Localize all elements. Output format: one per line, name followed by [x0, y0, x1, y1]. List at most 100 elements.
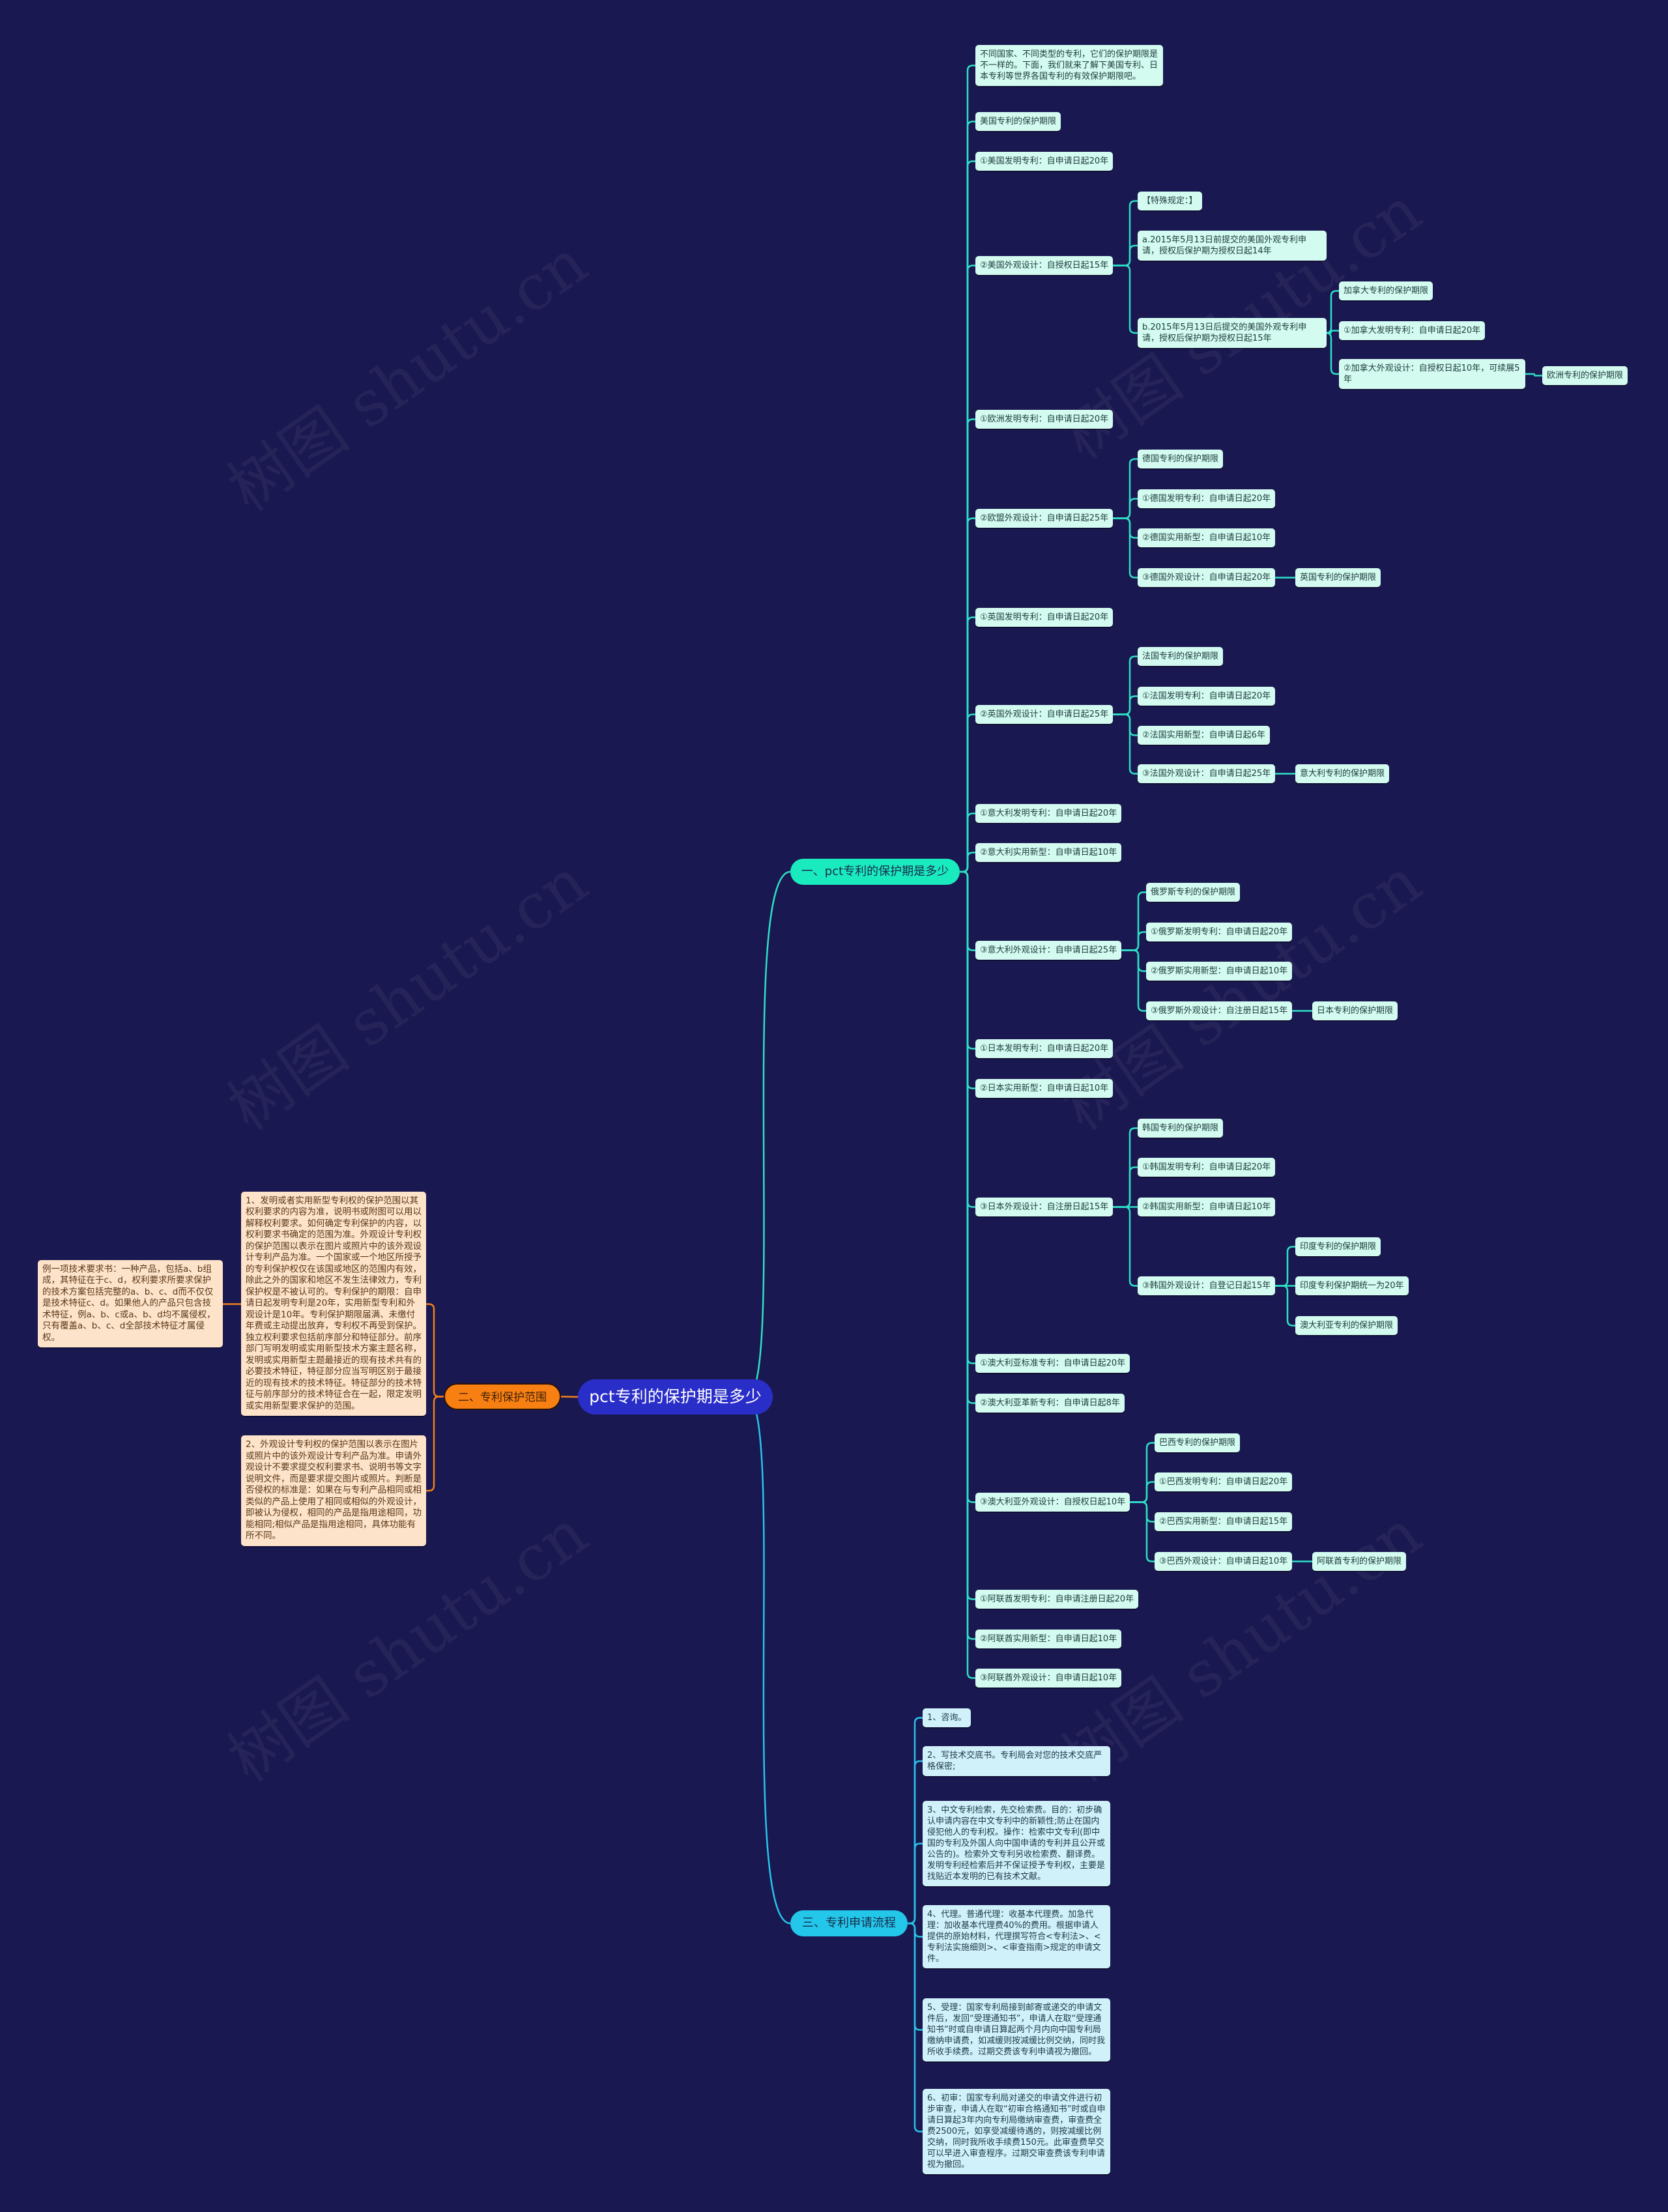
patent-term-node[interactable]: 日本专利的保护期限 — [1312, 1001, 1398, 1020]
patent-term-node[interactable]: a.2015年5月13日前提交的美国外观专利申请，授权后保护期为授权日起14年 — [1138, 231, 1327, 261]
patent-term-node[interactable]: ②澳大利亚革新专利：自申请日起8年 — [975, 1393, 1125, 1413]
patent-term-node[interactable]: 德国专利的保护期限 — [1138, 449, 1224, 468]
patent-term-node[interactable]: ①韩国发明专利：自申请日起20年 — [1138, 1157, 1276, 1177]
patent-term-node[interactable]: ②英国外观设计：自申请日起25年 — [975, 704, 1114, 724]
patent-term-node[interactable]: ②阿联酋实用新型：自申请日起10年 — [975, 1629, 1122, 1648]
patent-term-node[interactable]: 印度专利保护期统一为20年 — [1295, 1276, 1409, 1295]
patent-term-node[interactable]: ①美国发明专利：自申请日起20年 — [975, 151, 1114, 171]
connector-line — [1130, 1442, 1155, 1503]
connector-line — [1113, 1206, 1138, 1287]
patent-term-node[interactable]: ③韩国外观设计：自登记日起15年 — [1138, 1276, 1276, 1295]
patent-term-node[interactable]: ②德国实用新型：自申请日起10年 — [1138, 528, 1276, 547]
patent-term-node[interactable]: 美国专利的保护期限 — [975, 111, 1061, 131]
connector-line — [960, 852, 975, 873]
connector-line — [426, 1396, 444, 1492]
connector-line — [1113, 517, 1138, 579]
patent-term-node[interactable]: ①阿联酋发明专利：自申请注册日起20年 — [975, 1589, 1139, 1609]
connector-line — [908, 1922, 923, 2133]
patent-term-node[interactable]: 阿联酋专利的保护期限 — [1312, 1551, 1407, 1571]
patent-term-node[interactable]: ①巴西发明专利：自申请日起20年 — [1155, 1472, 1293, 1491]
patent-term-node[interactable]: 澳大利亚专利的保护期限 — [1295, 1315, 1398, 1335]
process-step-node[interactable]: 6、初审：国家专利局对递交的申请文件进行初步审查，申请人在取“初审合格通知书”时… — [923, 2088, 1110, 2174]
scope-note-node[interactable]: 2、外观设计专利权的保护范围以表示在图片或照片中的该外观设计专利产品为准。申请外… — [241, 1435, 426, 1546]
patent-term-node[interactable]: ③意大利外观设计：自申请日起25年 — [975, 940, 1122, 960]
connector-line — [1325, 290, 1339, 334]
branch-protection-scope[interactable]: 二、专利保护范围 — [444, 1383, 561, 1410]
patent-term-node[interactable]: 法国专利的保护期限 — [1138, 646, 1224, 666]
patent-term-node[interactable]: 意大利专利的保护期限 — [1295, 764, 1390, 783]
patent-term-node[interactable]: ③巴西外观设计：自申请日起10年 — [1155, 1551, 1293, 1571]
connector-line — [1113, 244, 1138, 266]
patent-term-node[interactable]: ①日本发明专利：自申请日起20年 — [975, 1039, 1114, 1058]
connector-line — [1130, 1501, 1155, 1523]
process-step-node[interactable]: 4、代理。普通代理：收基本代理费。加急代理：加收基本代理费40%的费用。根据申请… — [923, 1904, 1110, 1968]
connector-line — [1275, 1246, 1295, 1287]
root-topic[interactable]: pct专利的保护期是多少 — [578, 1379, 773, 1415]
process-step-node[interactable]: 3、中文专利检索，先交检索费。目的：初步确认申请内容在中文专利中的新颖性;防止在… — [923, 1800, 1110, 1886]
connector-line — [1113, 200, 1138, 266]
patent-term-node[interactable]: ②韩国实用新型：自申请日起10年 — [1138, 1197, 1276, 1216]
process-step-node[interactable]: 1、咨询。 — [923, 1708, 971, 1727]
patent-term-node[interactable]: ②意大利实用新型：自申请日起10年 — [975, 842, 1122, 862]
patent-term-node[interactable]: b.2015年5月13日后提交的美国外观专利申请，授权后保护期为授权日起15年 — [1138, 318, 1327, 348]
patent-term-node[interactable]: 不同国家、不同类型的专利，它们的保护期限是不一样的。下面，我们就来了解下美国专利… — [975, 44, 1163, 86]
patent-term-node[interactable]: 巴西专利的保护期限 — [1155, 1433, 1241, 1452]
connector-line — [960, 870, 975, 1679]
patent-term-node[interactable]: ②日本实用新型：自申请日起10年 — [975, 1078, 1114, 1098]
connector-line — [1113, 713, 1138, 736]
patent-term-node[interactable]: 欧洲专利的保护期限 — [1542, 366, 1628, 385]
branch-application-process[interactable]: 三、专利申请流程 — [790, 1910, 908, 1936]
connector-line — [1113, 655, 1138, 715]
patent-term-node[interactable]: ②俄罗斯实用新型：自申请日起10年 — [1146, 961, 1293, 981]
connector-line — [1113, 517, 1138, 539]
patent-term-node[interactable]: ③德国外观设计：自申请日起20年 — [1138, 567, 1276, 587]
connector-line — [1113, 1166, 1138, 1208]
connector-line — [746, 870, 791, 1398]
patent-term-node[interactable]: 英国专利的保护期限 — [1295, 567, 1381, 587]
connector-line — [1130, 1501, 1155, 1562]
patent-term-node[interactable]: ③俄罗斯外观设计：自注册日起15年 — [1146, 1001, 1293, 1020]
patent-term-node[interactable]: ①加拿大发明专利：自申请日起20年 — [1339, 321, 1486, 340]
patent-term-node[interactable]: ①澳大利亚标准专利：自申请日起20年 — [975, 1353, 1130, 1373]
patent-term-node[interactable]: 俄罗斯专利的保护期限 — [1146, 882, 1241, 902]
connector-line — [1121, 949, 1146, 1012]
patent-term-node[interactable]: 【特殊规定：】 — [1138, 191, 1202, 210]
patent-term-node[interactable]: ③日本外观设计：自注册日起15年 — [975, 1197, 1114, 1216]
connector-line — [1130, 1481, 1155, 1503]
patent-term-node[interactable]: ①英国发明专利：自申请日起20年 — [975, 607, 1114, 627]
process-step-node[interactable]: 5、受理：国家专利局接到邮寄或递交的申请文件后，发回“受理通知书”，申请人在取“… — [923, 1998, 1110, 2061]
scope-note-node[interactable]: 例一项技术要求书：一种产品，包括a、b组成，其特征在于c、d，权利要求所要求保护… — [38, 1259, 223, 1347]
connector-line — [746, 1396, 791, 1925]
patent-term-node[interactable]: ③法国外观设计：自申请日起25年 — [1138, 764, 1276, 783]
connector-line — [1113, 695, 1138, 715]
patent-term-node[interactable]: ③澳大利亚外观设计：自授权日起10年 — [975, 1492, 1130, 1512]
scope-note-node[interactable]: 1、发明或者实用新型专利权的保护范围以其权利要求的内容为准，说明书或附图可以用以… — [241, 1191, 426, 1416]
patent-term-node[interactable]: ②美国外观设计：自授权日起15年 — [975, 255, 1114, 275]
patent-term-node[interactable]: ②加拿大外观设计：自授权日起10年，可续展5年 — [1339, 359, 1525, 389]
branch-patent-term[interactable]: 一、pct专利的保护期是多少 — [790, 859, 960, 885]
patent-term-node[interactable]: ③阿联酋外观设计：自申请日起10年 — [975, 1668, 1122, 1688]
connector-line — [1325, 332, 1339, 375]
patent-term-node[interactable]: ①俄罗斯发明专利：自申请日起20年 — [1146, 922, 1293, 941]
connector-line — [560, 1396, 579, 1398]
patent-term-node[interactable]: ②巴西实用新型：自申请日起15年 — [1155, 1512, 1293, 1531]
connector-line — [1113, 498, 1138, 519]
connector-line — [426, 1303, 444, 1398]
connector-line — [908, 1843, 923, 1925]
patent-term-node[interactable]: ①意大利发明专利：自申请日起20年 — [975, 803, 1122, 823]
connector-line — [1525, 373, 1542, 377]
connector-line — [1113, 265, 1138, 334]
patent-term-node[interactable]: ①德国发明专利：自申请日起20年 — [1138, 489, 1276, 508]
connector-line — [1121, 891, 1146, 951]
patent-term-node[interactable]: ①欧洲发明专利：自申请日起20年 — [975, 409, 1114, 429]
connector-line — [1121, 931, 1146, 951]
process-step-node[interactable]: 2、写技术交底书。专利局会对您的技术交底严格保密; — [923, 1746, 1110, 1776]
patent-term-node[interactable]: 韩国专利的保护期限 — [1138, 1118, 1224, 1138]
patent-term-node[interactable]: 加拿大专利的保护期限 — [1339, 281, 1433, 300]
patent-term-node[interactable]: ①法国发明专利：自申请日起20年 — [1138, 686, 1276, 706]
patent-term-node[interactable]: ②欧盟外观设计：自申请日起25年 — [975, 508, 1114, 528]
patent-term-node[interactable]: 印度专利的保护期限 — [1295, 1237, 1381, 1256]
patent-term-node[interactable]: ②法国实用新型：自申请日起6年 — [1138, 725, 1270, 745]
connector-line — [1275, 1285, 1295, 1327]
